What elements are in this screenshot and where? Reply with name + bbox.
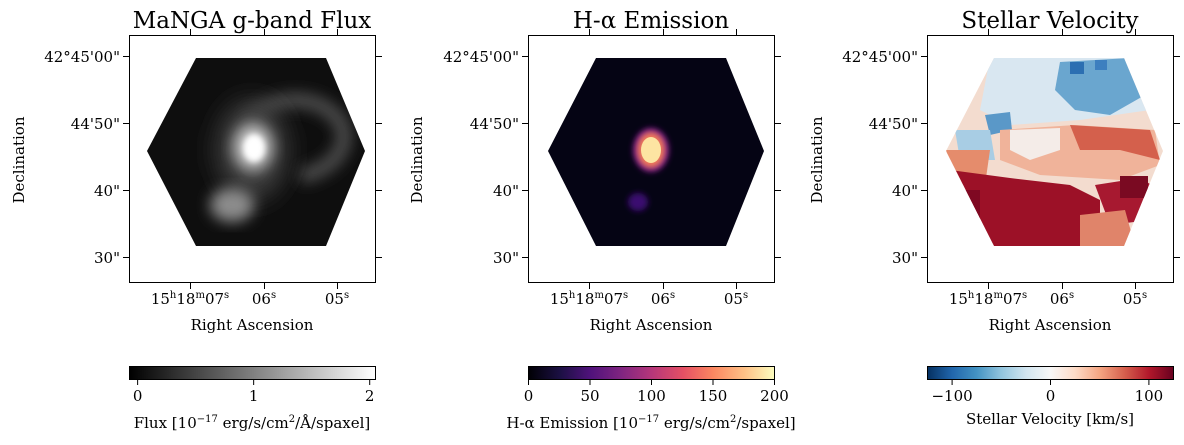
colorbar-gradient bbox=[528, 366, 775, 380]
y-tick-label: 30" bbox=[94, 249, 120, 267]
y-tick-label: 40" bbox=[892, 182, 918, 200]
panel-halpha-emission: H-α Emission 42°45'00" 44'50" 40" 30" 15… bbox=[408, 8, 796, 432]
velocity-region-center-white bbox=[1010, 128, 1060, 160]
x-axis-label: Right Ascension bbox=[989, 316, 1112, 334]
y-tick-label: 44'50" bbox=[71, 115, 120, 133]
x-tick-label: 06s bbox=[1050, 290, 1074, 308]
colorbar-label: Stellar Velocity [km/s] bbox=[966, 410, 1134, 428]
x-tick-label: 06s bbox=[651, 290, 675, 308]
y-tick-label: 42°45'00" bbox=[443, 48, 519, 66]
velocity-region-south-dark bbox=[950, 170, 1100, 246]
colorbar-gradient bbox=[927, 366, 1174, 380]
colorbar: −100 0 100 Stellar Velocity [km/s] bbox=[927, 366, 1174, 428]
colorbar-tick-label: 0 bbox=[524, 387, 534, 405]
panel-gband-flux: MaNGA g-band Flux 42°45'00" 44'50" 40" 3… bbox=[10, 8, 382, 432]
velocity-cell bbox=[1070, 62, 1084, 74]
panel-title: H-α Emission bbox=[573, 8, 729, 34]
velocity-cell bbox=[960, 190, 980, 220]
velocity-cell bbox=[1120, 176, 1148, 198]
panel-stellar-velocity: Stellar Velocity bbox=[808, 8, 1180, 428]
secondary-nucleus-glow bbox=[210, 188, 254, 222]
halpha-map-image bbox=[548, 58, 764, 246]
x-tick-label: 05s bbox=[724, 290, 748, 308]
y-tick-label: 40" bbox=[493, 182, 519, 200]
x-tick-label: 05s bbox=[325, 290, 349, 308]
colorbar-label: Flux [10−17 erg/s/cm2/Å/spaxel] bbox=[134, 414, 371, 432]
panel-title: MaNGA g-band Flux bbox=[133, 8, 372, 34]
colorbar: 0 50 100 150 200 H-α Emission [10−17 erg/s/c… bbox=[506, 366, 796, 432]
y-axis-label: Declination bbox=[10, 116, 28, 203]
colorbar-label: H-α Emission [10−17 erg/s/cm2/spaxel] bbox=[506, 414, 795, 432]
velocity-region-east-red bbox=[1070, 125, 1160, 160]
y-tick-label: 30" bbox=[892, 249, 918, 267]
x-axis-label: Right Ascension bbox=[590, 316, 713, 334]
colorbar-tick-label: 100 bbox=[637, 387, 666, 405]
x-tick-label: 15h18m07s bbox=[949, 290, 1027, 308]
x-tick-label: 15h18m07s bbox=[550, 290, 628, 308]
velocity-region-northwest-blue bbox=[985, 112, 1012, 135]
y-tick-label: 40" bbox=[94, 182, 120, 200]
x-tick-label: 15h18m07s bbox=[151, 290, 229, 308]
colorbar-tick-label: 2 bbox=[365, 387, 375, 405]
x-axis-label: Right Ascension bbox=[191, 316, 314, 334]
colorbar-tick-label: 200 bbox=[760, 387, 789, 405]
tidal-arm bbox=[241, 92, 353, 184]
y-ticks bbox=[123, 56, 382, 258]
secondary-nucleus-emission bbox=[628, 193, 648, 211]
axes-frame bbox=[927, 35, 1174, 283]
colorbar-tick-label: 100 bbox=[1135, 387, 1164, 405]
x-tick-label: 06s bbox=[252, 290, 276, 308]
y-tick-label: 44'50" bbox=[869, 115, 918, 133]
colorbar-tick-label: 50 bbox=[580, 387, 599, 405]
y-ticks bbox=[921, 56, 1180, 258]
colorbar-tick-label: 1 bbox=[249, 387, 259, 405]
x-ticks bbox=[988, 29, 1136, 289]
colorbar: 0 1 2 Flux [10−17 erg/s/cm2/Å/spaxel] bbox=[129, 366, 376, 432]
x-tick-label: 05s bbox=[1123, 290, 1147, 308]
y-axis-label: Declination bbox=[408, 116, 426, 203]
y-tick-label: 42°45'00" bbox=[44, 48, 120, 66]
colorbar-gradient bbox=[129, 366, 376, 380]
colorbar-tick-label: 0 bbox=[133, 387, 143, 405]
panel-title: Stellar Velocity bbox=[961, 8, 1138, 34]
primary-nucleus-core bbox=[641, 137, 661, 163]
colorbar-tick-label: −100 bbox=[931, 387, 972, 405]
y-axis-label: Declination bbox=[808, 116, 826, 203]
primary-nucleus-core bbox=[243, 134, 265, 162]
axes-frame bbox=[528, 35, 775, 283]
flux-map-image bbox=[147, 58, 365, 246]
y-tick-label: 44'50" bbox=[470, 115, 519, 133]
y-tick-label: 30" bbox=[493, 249, 519, 267]
velocity-cell bbox=[1095, 60, 1107, 70]
y-tick-label: 42°45'00" bbox=[842, 48, 918, 66]
x-ticks bbox=[589, 29, 737, 289]
colorbar-tick-label: 150 bbox=[699, 387, 728, 405]
velocity-map-image bbox=[946, 58, 1163, 246]
x-ticks bbox=[190, 29, 338, 289]
colorbar-tick-label: 0 bbox=[1046, 387, 1056, 405]
y-ticks bbox=[522, 56, 781, 258]
axes-frame bbox=[129, 35, 376, 283]
velocity-region-southeast-orange bbox=[1080, 210, 1135, 246]
